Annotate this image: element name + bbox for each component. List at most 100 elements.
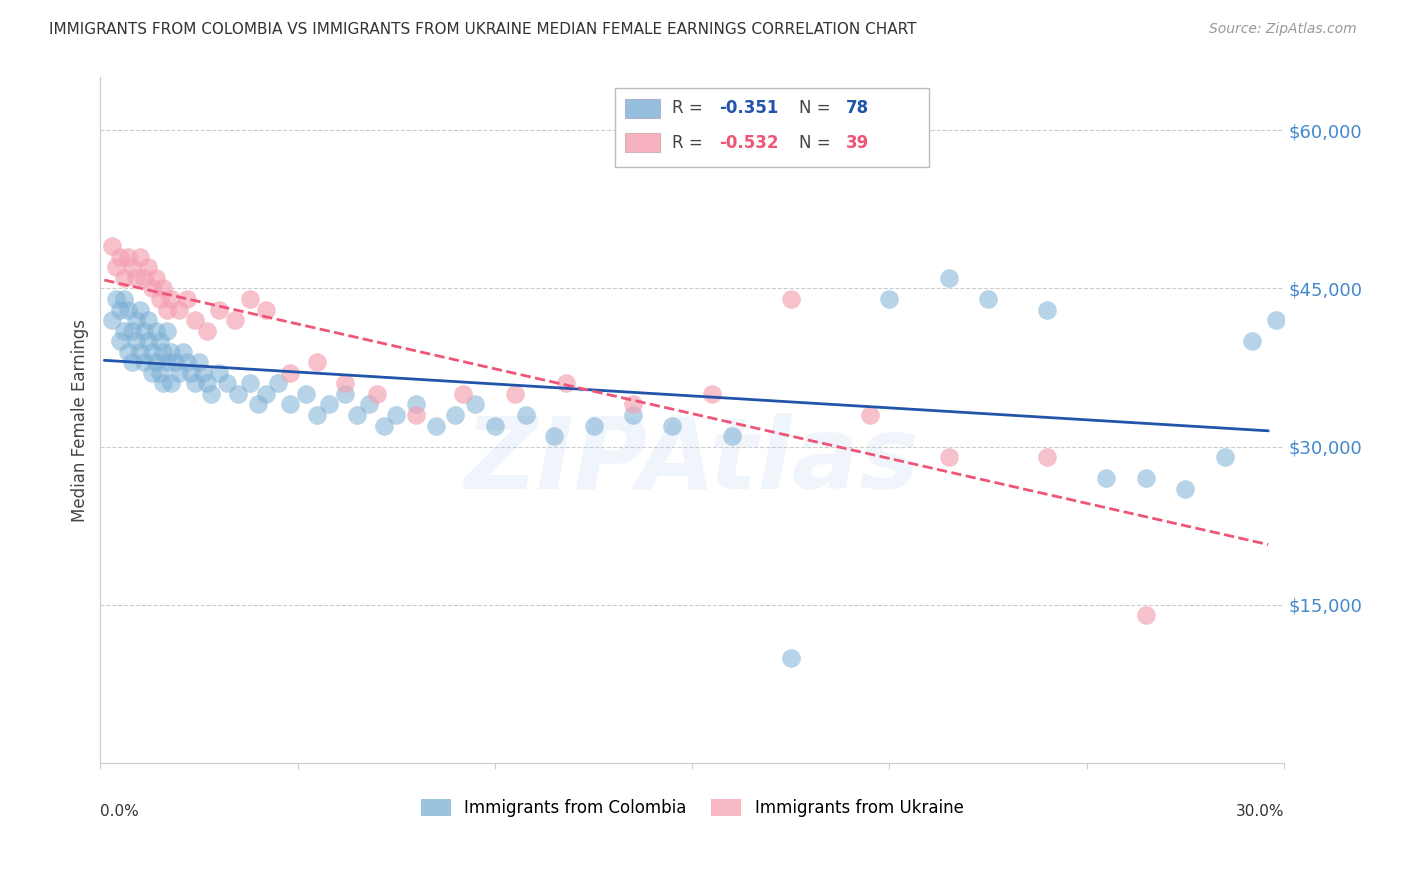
Point xyxy=(112,292,135,306)
Point xyxy=(346,408,368,422)
Point xyxy=(156,355,179,369)
Point xyxy=(1265,313,1288,327)
Point xyxy=(112,271,135,285)
Point xyxy=(101,313,124,327)
Point xyxy=(117,344,139,359)
Point xyxy=(180,366,202,380)
Point xyxy=(464,397,486,411)
Point xyxy=(333,376,356,391)
Point xyxy=(121,260,143,275)
Point xyxy=(184,376,207,391)
Point xyxy=(125,313,148,327)
Point xyxy=(184,313,207,327)
Point xyxy=(239,376,262,391)
FancyBboxPatch shape xyxy=(624,133,661,153)
Point xyxy=(543,429,565,443)
Point xyxy=(172,344,194,359)
Point xyxy=(132,355,155,369)
Point xyxy=(278,366,301,380)
Point xyxy=(247,397,270,411)
Point xyxy=(254,387,277,401)
Point xyxy=(125,271,148,285)
Point xyxy=(1135,608,1157,623)
FancyBboxPatch shape xyxy=(616,87,929,167)
Text: ZIPAtlas: ZIPAtlas xyxy=(465,413,920,510)
Text: 78: 78 xyxy=(846,99,869,117)
Point xyxy=(1135,471,1157,485)
Point xyxy=(121,324,143,338)
Point xyxy=(145,324,167,338)
Point xyxy=(1241,334,1264,348)
Point xyxy=(215,376,238,391)
Point xyxy=(121,355,143,369)
Point xyxy=(105,292,128,306)
Point xyxy=(156,324,179,338)
Point xyxy=(141,366,163,380)
Point xyxy=(208,366,231,380)
Point xyxy=(720,429,742,443)
Point xyxy=(136,313,159,327)
Point xyxy=(195,376,218,391)
Legend: Immigrants from Colombia, Immigrants from Ukraine: Immigrants from Colombia, Immigrants fro… xyxy=(413,792,970,823)
Point xyxy=(621,408,644,422)
Point xyxy=(128,302,150,317)
Text: IMMIGRANTS FROM COLOMBIA VS IMMIGRANTS FROM UKRAINE MEDIAN FEMALE EARNINGS CORRE: IMMIGRANTS FROM COLOMBIA VS IMMIGRANTS F… xyxy=(49,22,917,37)
Point xyxy=(208,302,231,317)
Text: 0.0%: 0.0% xyxy=(100,805,139,819)
Point xyxy=(1213,450,1236,465)
Point xyxy=(148,292,170,306)
Point xyxy=(160,292,183,306)
Point xyxy=(267,376,290,391)
Point xyxy=(405,408,427,422)
Point xyxy=(357,397,380,411)
Point xyxy=(1174,482,1197,496)
Point xyxy=(176,355,198,369)
Point xyxy=(938,450,960,465)
Text: R =: R = xyxy=(672,99,709,117)
Point xyxy=(167,366,190,380)
Point xyxy=(228,387,250,401)
Point xyxy=(859,408,882,422)
Point xyxy=(176,292,198,306)
Point xyxy=(484,418,506,433)
Point xyxy=(405,397,427,411)
Point xyxy=(582,418,605,433)
Point xyxy=(105,260,128,275)
Point xyxy=(117,302,139,317)
Point xyxy=(128,250,150,264)
Text: -0.351: -0.351 xyxy=(720,99,779,117)
Point xyxy=(112,324,135,338)
Point xyxy=(200,387,222,401)
Point xyxy=(1095,471,1118,485)
Point xyxy=(1036,302,1059,317)
Point xyxy=(318,397,340,411)
Point xyxy=(152,281,174,295)
Point xyxy=(555,376,578,391)
Point xyxy=(117,250,139,264)
Point xyxy=(938,271,960,285)
Point xyxy=(165,355,187,369)
Point xyxy=(373,418,395,433)
Point xyxy=(160,376,183,391)
Point xyxy=(156,302,179,317)
Point xyxy=(307,355,329,369)
Point xyxy=(141,344,163,359)
Point xyxy=(101,239,124,253)
Point xyxy=(145,271,167,285)
Point xyxy=(453,387,475,401)
Point xyxy=(779,650,801,665)
Point xyxy=(385,408,408,422)
Point xyxy=(700,387,723,401)
Point xyxy=(503,387,526,401)
Point xyxy=(188,355,211,369)
Point xyxy=(879,292,901,306)
Text: N =: N = xyxy=(799,99,835,117)
Point xyxy=(425,418,447,433)
Point xyxy=(152,344,174,359)
Text: 30.0%: 30.0% xyxy=(1236,805,1284,819)
Point xyxy=(132,271,155,285)
Point xyxy=(108,250,131,264)
Y-axis label: Median Female Earnings: Median Female Earnings xyxy=(72,318,89,522)
Point xyxy=(333,387,356,401)
Point xyxy=(108,334,131,348)
